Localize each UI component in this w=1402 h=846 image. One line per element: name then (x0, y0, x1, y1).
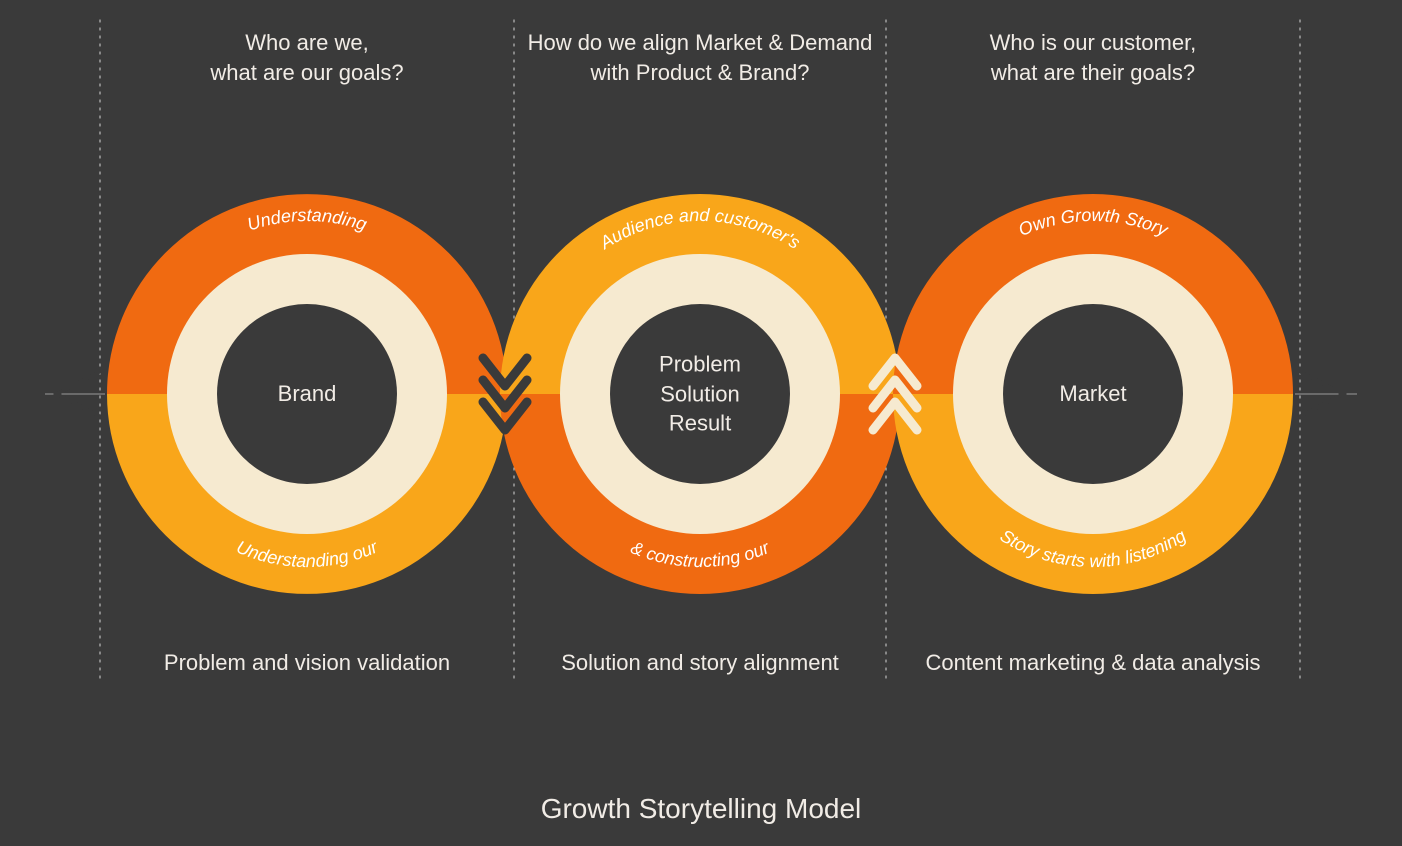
caption-brand: Problem and vision validation (97, 648, 517, 678)
caption-market: Content marketing & data analysis (883, 648, 1303, 678)
core-label-psr: Problem Solution Result (659, 349, 741, 438)
footer-title: Growth Storytelling Model StoryLab.ai (0, 752, 1402, 846)
question-market: Who is our customer, what are their goal… (893, 28, 1293, 87)
question-brand: Who are we, what are our goals? (107, 28, 507, 87)
core-label-brand: Brand (278, 379, 337, 409)
question-psr: How do we align Market & Demand with Pro… (500, 28, 900, 87)
core-label-market: Market (1059, 379, 1126, 409)
footer-line1: Growth Storytelling Model (0, 790, 1402, 828)
caption-psr: Solution and story alignment (490, 648, 910, 678)
